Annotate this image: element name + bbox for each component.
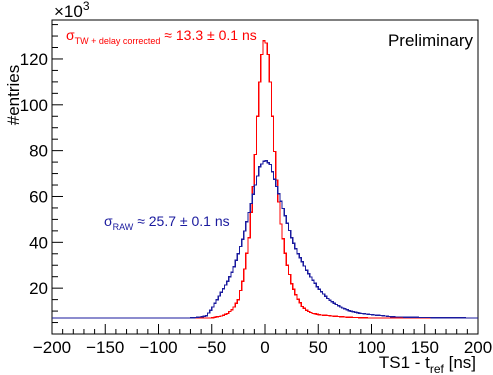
y-tick-label: 100 [20, 96, 48, 115]
y-tick-label: 40 [29, 233, 48, 252]
x-tick-label: 50 [309, 338, 328, 357]
x-axis-label: TS1 - tref [ns] [379, 353, 476, 375]
raw-histogram-line [52, 160, 478, 319]
y-tick-label: 60 [29, 187, 48, 206]
x-tick-label: 100 [357, 338, 385, 357]
x-tick-label: −150 [86, 338, 124, 357]
x-tick-label: 0 [260, 338, 269, 357]
y-tick-label: 120 [20, 50, 48, 69]
plot-frame [51, 19, 479, 335]
y-multiplier: ×103 [54, 0, 90, 21]
y-axis-ticks: 20 40 60 80 100 120 [20, 24, 63, 324]
x-tick-label: 150 [411, 338, 439, 357]
x-axis-ticks: −200 −150 −100 −50 0 50 100 150 200 [33, 324, 492, 357]
corrected-histogram-line [52, 39, 478, 319]
series-group [52, 39, 478, 319]
series-label-corrected: σTW + delay corrected ≈ 13.3 ± 0.1 ns [66, 27, 257, 46]
x-tick-label: −200 [33, 338, 71, 357]
x-tick-label: −50 [197, 338, 226, 357]
preliminary-label: Preliminary [388, 31, 474, 50]
y-tick-label: 20 [29, 279, 48, 298]
series-label-raw: σRAW ≈ 25.7 ± 0.1 ns [104, 213, 230, 232]
x-tick-label: 200 [464, 338, 492, 357]
x-tick-label: −100 [139, 338, 177, 357]
y-tick-label: 80 [29, 142, 48, 161]
y-axis-label: #entries [4, 65, 23, 125]
